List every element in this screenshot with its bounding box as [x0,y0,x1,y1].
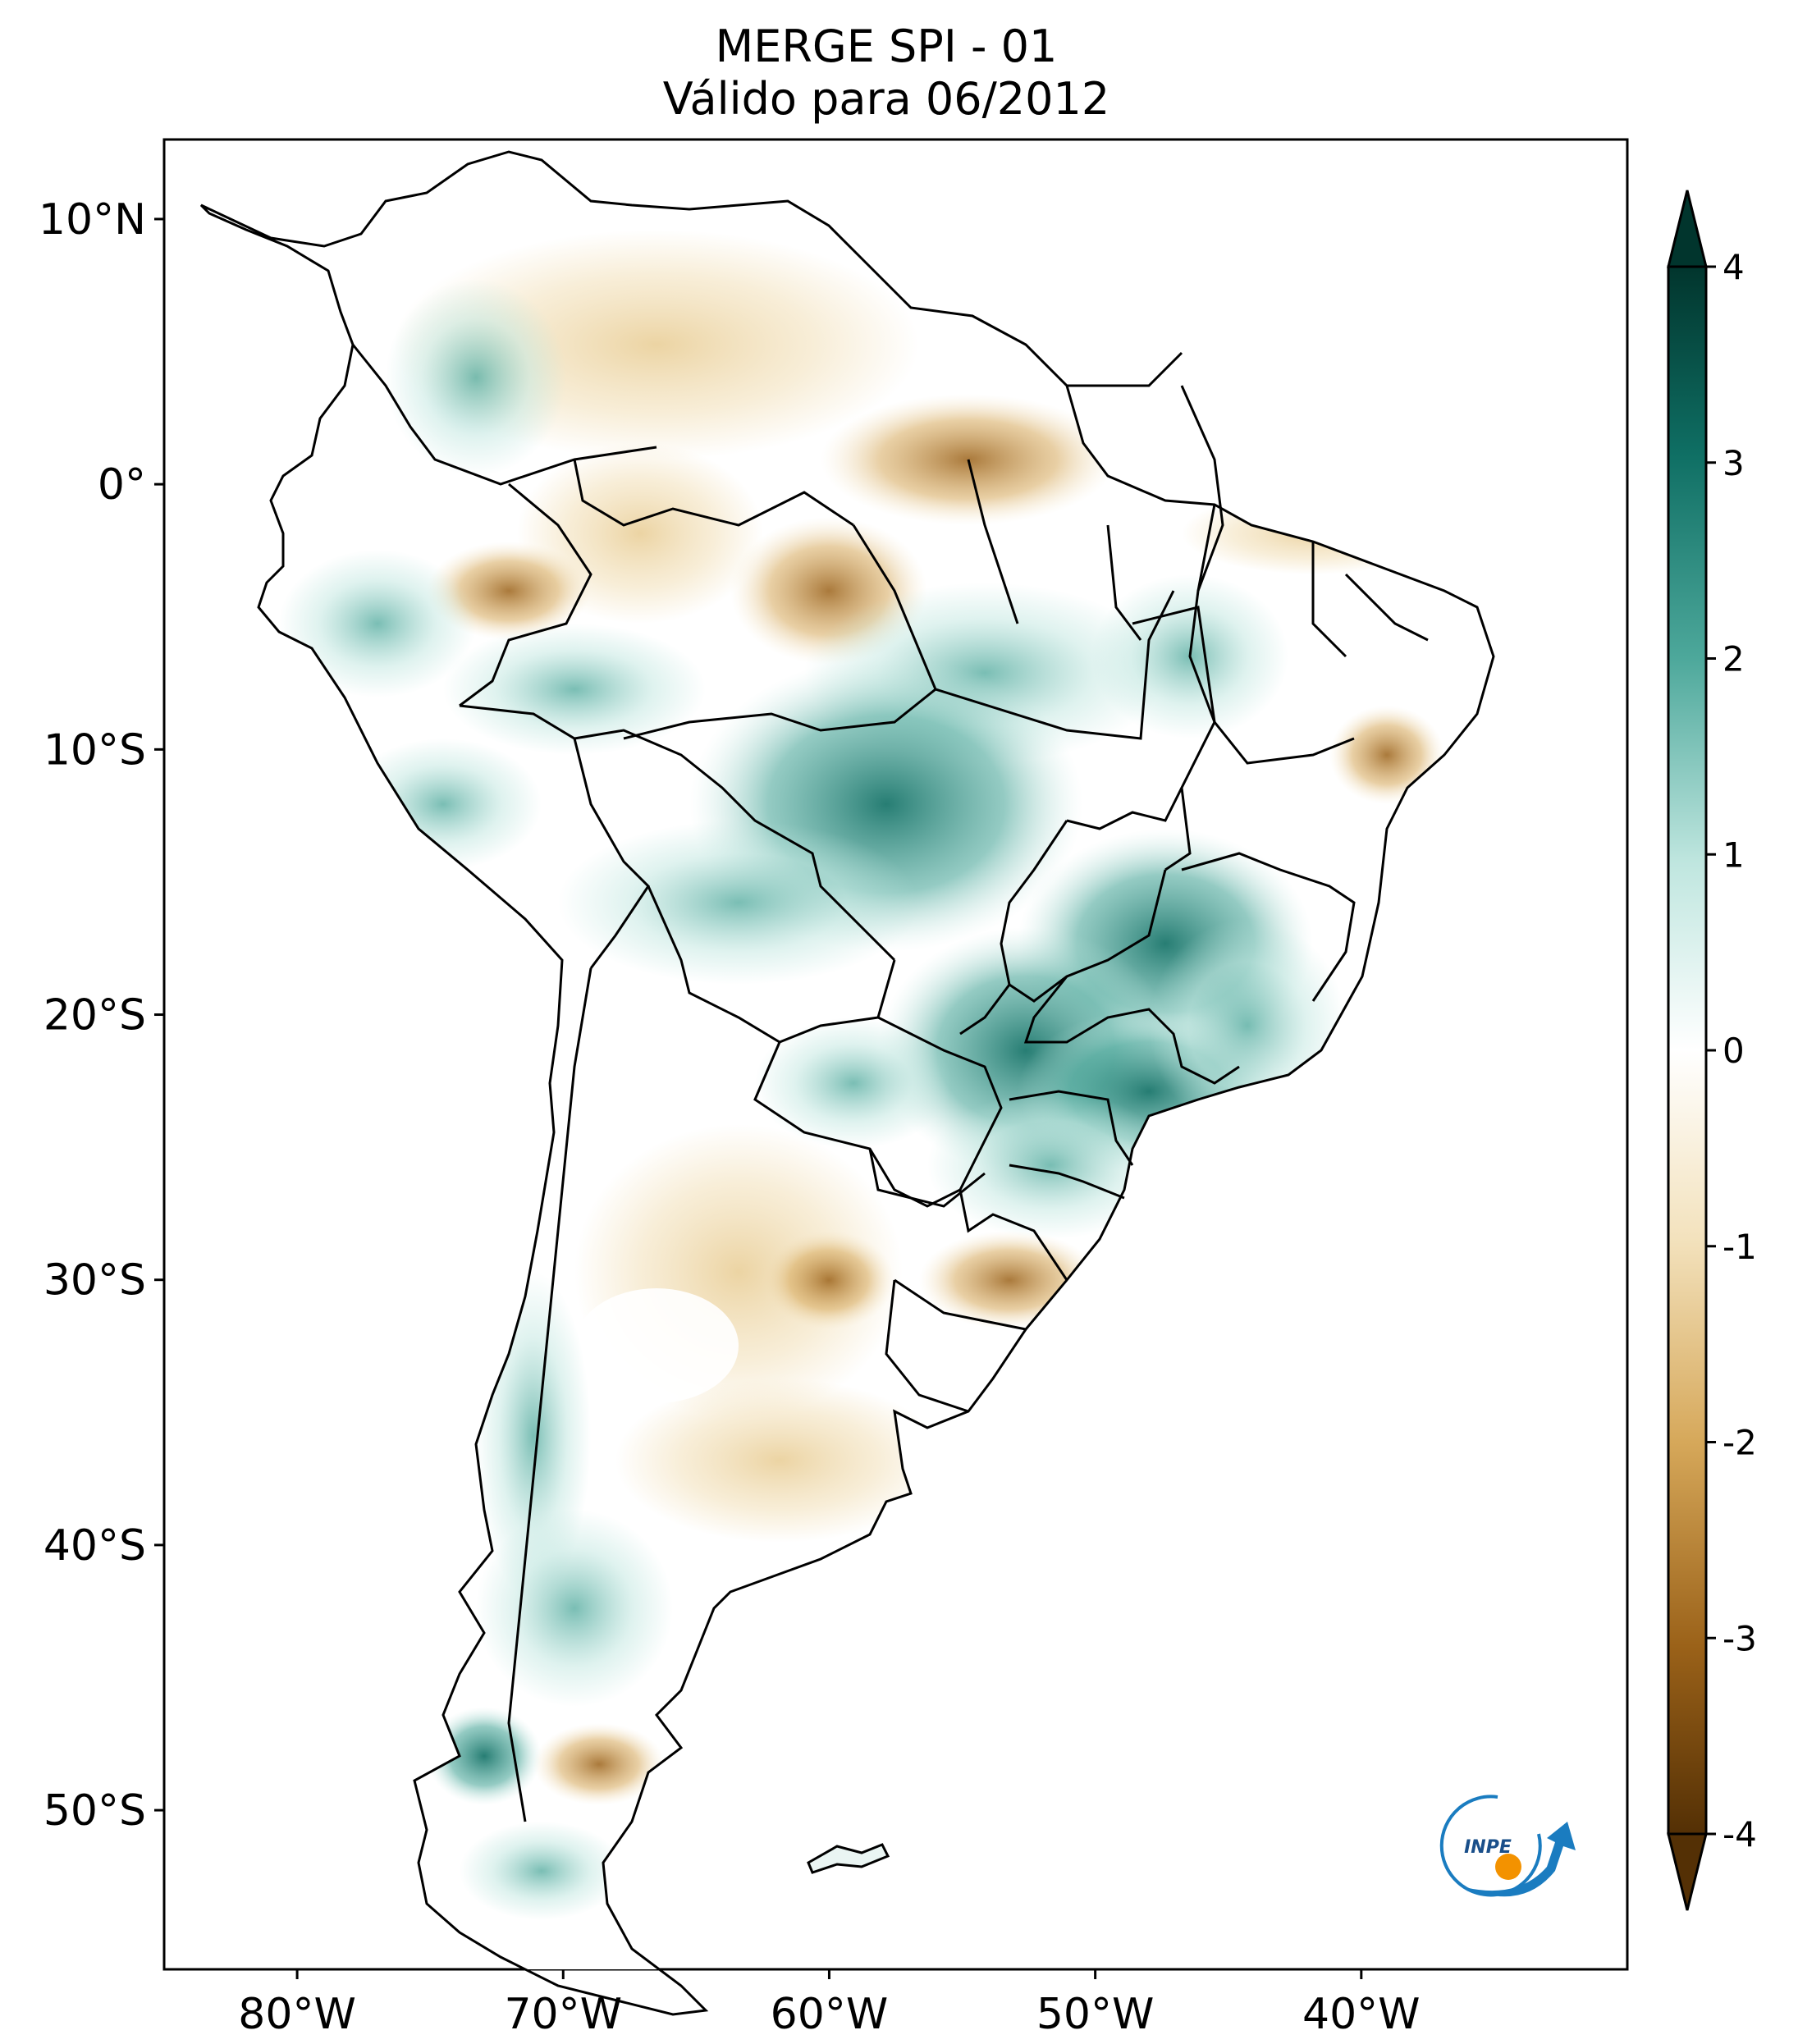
colorbar-tick-label: -2 [1723,1423,1757,1463]
colorbar-tick-label: -3 [1723,1618,1757,1658]
lat-tick-label: 0° [98,460,146,510]
colorbar-ticks: 4 3 2 1 0 -1 -2 -3 -4 [1706,247,1757,1854]
logo-text: INPE [1464,1837,1512,1858]
lat-tick-label: 10°N [39,195,146,245]
lat-tick-label: 30°S [43,1256,146,1306]
lat-tick-label: 50°S [43,1786,146,1836]
colorbar-tick-label: 1 [1723,835,1745,875]
latitude-axis: 10°N 0° 10°S 20°S 30°S 40°S 50°S [39,195,164,1836]
lon-tick-label: 40°W [1302,1990,1421,2039]
colorbar-max-extension [1667,190,1708,268]
lat-tick-label: 10°S [43,725,146,775]
map-title: MERGE SPI - 01 [715,21,1058,72]
lat-tick-label: 20°S [43,991,146,1040]
falkland-islands [807,1843,890,1874]
colorbar-gradient [1668,267,1706,1834]
lon-tick-label: 70°W [504,1990,622,2039]
colorbar-tick-label: 4 [1723,247,1745,287]
lon-tick-label: 60°W [771,1990,889,2039]
political-borders [351,344,1429,1822]
lat-tick-label: 40°S [43,1521,146,1571]
inpe-logo: INPE [1439,1795,1576,1897]
logo-dot [1495,1854,1521,1880]
map-subtitle: Válido para 06/2012 [662,73,1110,125]
colorbar-min-extension [1667,1832,1708,1911]
colorbar-tick-label: -1 [1723,1227,1757,1267]
longitude-axis: 80°W 70°W 60°W 50°W 40°W [238,1969,1421,2039]
colorbar-tick-label: 3 [1723,443,1745,483]
lon-tick-label: 50°W [1036,1990,1155,2039]
colorbar-tick-label: 0 [1723,1031,1745,1071]
colorbar-tick-label: -4 [1723,1814,1757,1854]
logo-swoosh [1465,1822,1576,1897]
colorbar-tick-label: 2 [1723,639,1745,679]
lon-tick-label: 80°W [238,1990,356,2039]
logo-orbit-arc [1439,1795,1542,1897]
colorbar: 4 3 2 1 0 -1 -2 -3 -4 [1667,190,1757,1911]
